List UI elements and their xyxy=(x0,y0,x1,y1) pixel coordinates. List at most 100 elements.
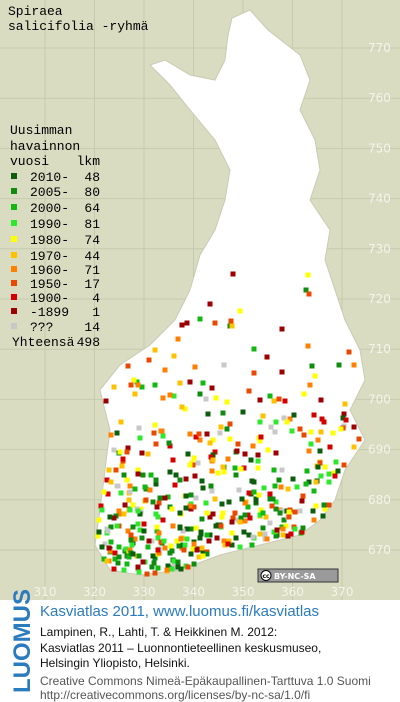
legend-count: 48 xyxy=(84,170,100,185)
observation-square xyxy=(171,563,177,569)
observation-square xyxy=(144,571,150,577)
observation-square xyxy=(170,457,176,463)
observation-square xyxy=(193,525,199,531)
observation-square xyxy=(209,488,215,494)
observation-square xyxy=(226,499,232,505)
observation-square xyxy=(292,509,298,515)
observation-square xyxy=(137,435,143,441)
legend-heading: Uusimman xyxy=(10,123,72,138)
observation-square xyxy=(309,363,315,369)
observation-square xyxy=(108,479,114,485)
observation-square xyxy=(351,444,357,450)
observation-square xyxy=(282,398,288,404)
observation-square xyxy=(277,510,283,516)
observation-square xyxy=(265,447,271,453)
observation-square xyxy=(126,554,132,560)
observation-square xyxy=(188,551,194,557)
observation-square xyxy=(318,429,324,435)
observation-square xyxy=(188,492,194,498)
observation-square xyxy=(255,458,261,464)
observation-square xyxy=(242,451,248,457)
observation-square xyxy=(264,354,270,360)
observation-square xyxy=(130,502,136,508)
observation-square xyxy=(169,566,175,572)
observation-square xyxy=(182,406,188,412)
observation-square xyxy=(146,357,152,363)
observation-square xyxy=(112,550,118,556)
observation-square xyxy=(209,468,215,474)
observation-square xyxy=(183,476,189,482)
observation-square xyxy=(125,363,131,369)
citation: Helsingin Yliopisto, Helsinki. xyxy=(40,656,190,670)
observation-square xyxy=(305,343,311,349)
observation-square xyxy=(113,467,119,473)
observation-square xyxy=(191,504,197,510)
legend-swatch xyxy=(11,280,17,286)
observation-square xyxy=(237,308,243,314)
x-label: 310 xyxy=(34,585,57,599)
observation-square xyxy=(184,526,190,532)
observation-square xyxy=(311,488,317,494)
observation-square xyxy=(229,542,235,548)
observation-square xyxy=(179,322,185,328)
y-label: 710 xyxy=(368,342,391,356)
observation-square xyxy=(203,500,209,506)
observation-square xyxy=(195,460,201,466)
legend-swatch xyxy=(11,188,17,194)
license-badge: cc BY-NC-SA xyxy=(257,568,339,583)
observation-square xyxy=(156,530,162,536)
observation-square xyxy=(272,429,278,435)
observation-square xyxy=(242,512,248,518)
observation-square xyxy=(273,419,279,425)
observation-square xyxy=(116,511,122,517)
observation-square xyxy=(151,560,157,566)
observation-square xyxy=(232,465,238,471)
observation-square xyxy=(299,529,305,535)
observation-square xyxy=(322,464,328,470)
total-count: 498 xyxy=(77,335,100,350)
observation-square xyxy=(221,362,227,368)
observation-square xyxy=(106,467,112,473)
observation-square xyxy=(156,550,162,556)
observation-square xyxy=(213,395,219,401)
observation-square xyxy=(121,567,127,573)
observation-square xyxy=(111,447,117,453)
observation-square xyxy=(238,515,244,521)
observation-square xyxy=(208,454,214,460)
legend-swatch xyxy=(11,308,17,314)
observation-square xyxy=(152,570,158,576)
observation-square xyxy=(174,538,180,544)
observation-square xyxy=(251,489,257,495)
observation-square xyxy=(108,524,114,530)
observation-square xyxy=(297,508,303,514)
observation-square xyxy=(130,524,136,530)
observation-square xyxy=(212,449,218,455)
observation-square xyxy=(267,393,273,399)
observation-square xyxy=(176,543,182,549)
observation-square xyxy=(301,391,307,397)
observation-square xyxy=(273,450,279,456)
observation-square xyxy=(184,536,190,542)
observation-square xyxy=(141,528,147,534)
observation-square xyxy=(318,473,324,479)
y-label: 760 xyxy=(368,91,391,105)
observation-square xyxy=(106,545,112,551)
observation-square xyxy=(157,495,163,501)
observation-square xyxy=(140,472,146,478)
observation-square xyxy=(199,478,205,484)
observation-square xyxy=(207,301,213,307)
observation-square xyxy=(289,428,295,434)
observation-square xyxy=(134,379,140,385)
observation-square xyxy=(230,271,236,277)
observation-square xyxy=(311,412,317,418)
observation-square xyxy=(185,451,191,457)
observation-square xyxy=(279,326,285,332)
legend-count: 81 xyxy=(84,217,100,232)
title: salicifolia -ryhmä xyxy=(8,19,149,34)
observation-square xyxy=(278,484,284,490)
legend-label: 1980- xyxy=(30,233,69,248)
observation-square xyxy=(260,413,266,419)
observation-square xyxy=(263,514,269,520)
observation-square xyxy=(240,409,246,415)
observation-square xyxy=(303,481,309,487)
